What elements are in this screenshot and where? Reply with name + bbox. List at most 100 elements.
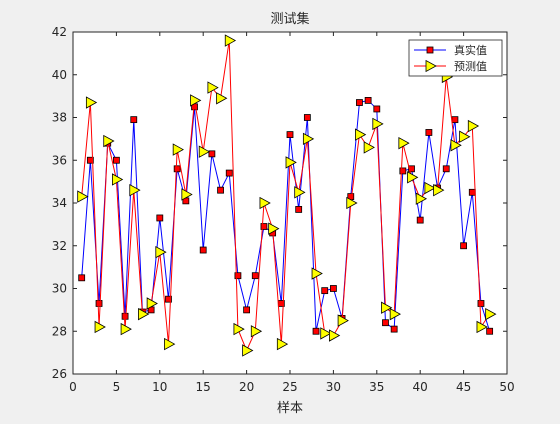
data-point bbox=[224, 34, 237, 47]
data-point bbox=[121, 312, 129, 320]
data-point bbox=[433, 183, 445, 197]
data-point bbox=[485, 307, 497, 321]
data-point bbox=[129, 183, 141, 197]
data-point bbox=[328, 329, 341, 342]
x-axis-label: 样本 bbox=[277, 401, 303, 416]
data-point bbox=[460, 242, 468, 250]
x-tick-label: 35 bbox=[369, 380, 384, 394]
data-point bbox=[355, 128, 367, 141]
x-tick-label: 25 bbox=[282, 380, 297, 394]
data-point bbox=[146, 297, 158, 310]
data-point bbox=[164, 337, 176, 351]
legend-marker bbox=[425, 59, 437, 73]
data-point bbox=[286, 131, 294, 139]
y-tick-label: 32 bbox=[52, 239, 67, 253]
data-point bbox=[311, 267, 323, 280]
data-point bbox=[442, 165, 450, 173]
data-point bbox=[77, 190, 89, 203]
x-axis: 0 5 10 15 20 25 30 35 40 45 50 bbox=[69, 32, 515, 394]
data-point bbox=[424, 181, 436, 195]
data-point bbox=[86, 156, 94, 164]
data-point bbox=[459, 130, 471, 143]
data-point bbox=[250, 325, 263, 338]
data-point bbox=[276, 337, 289, 351]
data-point bbox=[172, 143, 184, 156]
data-point bbox=[113, 156, 120, 164]
data-point bbox=[399, 167, 407, 175]
x-tick-label: 15 bbox=[196, 380, 211, 394]
data-point bbox=[251, 272, 259, 280]
data-point bbox=[467, 119, 480, 133]
data-point bbox=[225, 169, 233, 177]
data-point bbox=[217, 186, 224, 194]
data-point bbox=[268, 222, 280, 235]
x-tick-label: 45 bbox=[456, 380, 471, 394]
data-point bbox=[94, 320, 106, 334]
data-point bbox=[156, 214, 164, 222]
data-point bbox=[416, 216, 424, 224]
data-point bbox=[216, 92, 228, 105]
x-tick-label: 30 bbox=[326, 380, 341, 394]
chart-title: 测试集 bbox=[270, 11, 309, 27]
data-point bbox=[398, 136, 410, 150]
data-point bbox=[242, 344, 254, 357]
data-point bbox=[165, 295, 172, 303]
data-point bbox=[173, 165, 181, 173]
data-point bbox=[208, 150, 216, 158]
data-point bbox=[259, 196, 271, 210]
data-point bbox=[356, 99, 363, 106]
legend-box bbox=[408, 39, 503, 77]
data-point bbox=[302, 132, 315, 146]
data-point bbox=[181, 188, 193, 201]
y-tick-label: 40 bbox=[52, 68, 67, 82]
data-point bbox=[381, 301, 393, 314]
data-point bbox=[155, 245, 167, 259]
data-point bbox=[382, 319, 389, 327]
y-tick-label: 42 bbox=[52, 25, 67, 39]
data-point bbox=[112, 173, 124, 186]
data-point bbox=[415, 192, 428, 205]
data-point bbox=[295, 206, 303, 213]
data-point bbox=[408, 165, 415, 173]
data-point bbox=[329, 285, 337, 292]
data-point bbox=[363, 141, 375, 154]
data-point bbox=[260, 223, 268, 230]
data-point bbox=[320, 327, 332, 340]
data-point bbox=[243, 306, 251, 314]
y-tick-label: 28 bbox=[52, 324, 67, 338]
plot-area bbox=[73, 32, 507, 374]
x-tick-label: 10 bbox=[152, 380, 167, 394]
data-point bbox=[450, 139, 462, 152]
data-point bbox=[389, 307, 401, 321]
data-point bbox=[138, 307, 150, 321]
data-point bbox=[207, 81, 219, 94]
series-layer bbox=[77, 34, 497, 357]
y-tick-label: 36 bbox=[52, 153, 67, 167]
data-point bbox=[337, 314, 349, 327]
x-tick-label: 5 bbox=[113, 380, 121, 394]
data-point bbox=[130, 116, 138, 124]
x-tick-label: 40 bbox=[413, 380, 428, 394]
data-point bbox=[198, 145, 211, 158]
data-point bbox=[407, 171, 419, 184]
data-point bbox=[120, 322, 132, 336]
data-point bbox=[199, 246, 207, 254]
data-point bbox=[285, 156, 297, 169]
data-point bbox=[234, 272, 242, 280]
data-point bbox=[373, 105, 381, 113]
data-point bbox=[85, 96, 98, 109]
legend-marker bbox=[426, 46, 434, 54]
y-tick-label: 34 bbox=[52, 196, 67, 210]
data-point bbox=[372, 117, 384, 131]
x-tick-label: 0 bbox=[69, 380, 77, 394]
data-point bbox=[468, 188, 476, 196]
data-point bbox=[95, 300, 103, 307]
data-point bbox=[476, 320, 488, 334]
series-predicted bbox=[77, 34, 497, 357]
data-point bbox=[390, 325, 398, 333]
y-tick-label: 26 bbox=[52, 367, 67, 381]
data-point bbox=[321, 287, 329, 295]
